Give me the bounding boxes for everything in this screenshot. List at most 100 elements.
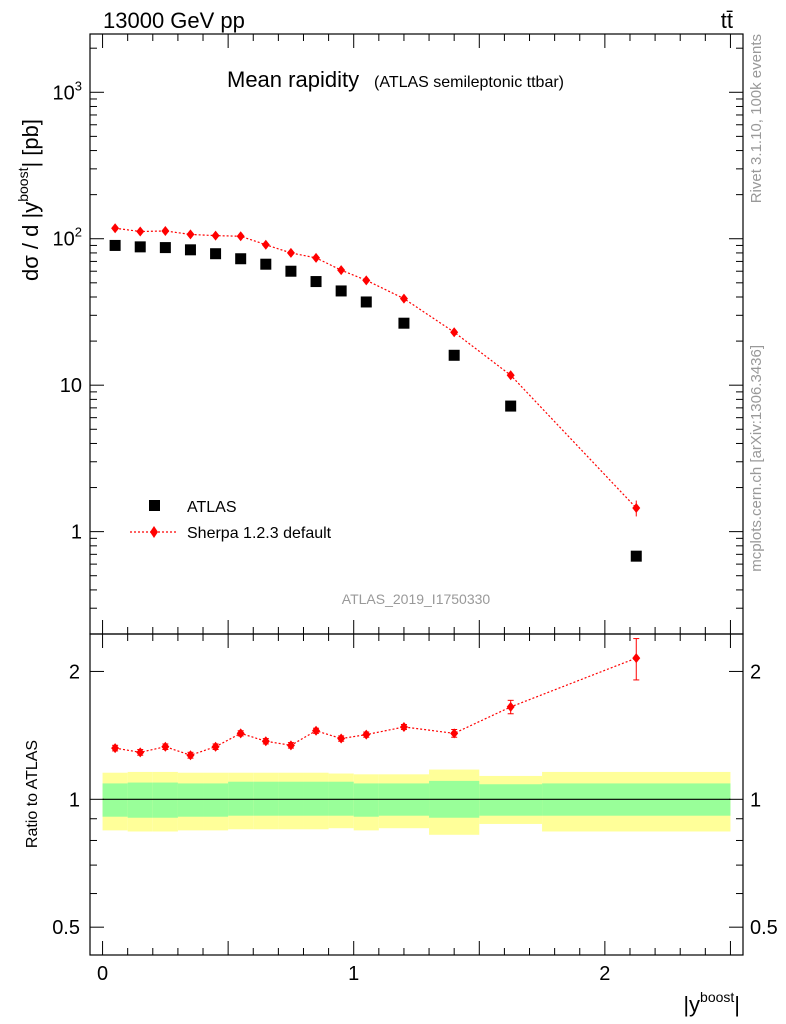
main-y-tick-base: 10 [53,229,75,251]
legend-atlas-marker [149,500,160,511]
ratio-point [261,736,270,747]
x-tick-label: 0 [97,963,108,985]
sherpa-point [136,226,145,237]
main-data-marks [109,223,642,562]
plot-subtitle: (ATLAS semileptonic ttbar) [374,74,564,91]
main-y-label-main: dσ / d |y [18,202,43,281]
x-label-sup: boost [700,989,734,1005]
atlas-point [335,285,347,297]
main-y-tick-exp: 3 [75,78,82,93]
ratio-x-tick-labels: 0 1 2 [97,963,610,985]
atlas-point [109,239,121,251]
main-y-tick-base: 1 [71,522,82,544]
main-y-tick-base: 10 [53,82,75,104]
x-tick-label: 1 [348,963,359,985]
sherpa-point [632,503,641,514]
legend-sherpa-label: Sherpa 1.2.3 default [187,525,332,542]
atlas-point [630,550,642,562]
ratio-point [362,729,371,740]
main-y-tick-base: 10 [60,375,82,397]
sherpa-point [362,275,371,286]
ratio-point [286,740,295,751]
atlas-point [210,248,222,260]
sherpa-point [506,370,515,381]
ratio-point [337,733,346,744]
ratio-marks [111,638,641,761]
collision-label: 13000 GeV pp [103,8,245,33]
sherpa-point [450,327,459,338]
main-y-tick-exp: 2 [75,225,82,240]
ratio-point [186,750,195,761]
sherpa-point [186,229,195,240]
atlas-point [235,253,247,265]
atlas-point [310,276,322,288]
x-axis-label: |yboost| [683,989,740,1017]
ratio-y-tick-label-right: 2 [750,661,761,683]
main-panel: Mean rapidity (ATLAS semileptonic ttbar)… [15,33,744,635]
ratio-point [236,728,245,739]
sherpa-point [312,252,321,263]
ratio-point [399,721,408,732]
main-y-tick-label: 1 [71,522,82,544]
analysis-id-label: ATLAS_2019_I1750330 [342,591,491,607]
ratio-y-tick-labels: 0.5 0.5 1 1 2 2 [52,661,778,939]
main-frame [89,33,744,635]
atlas-point [285,265,297,277]
ratio-point [312,725,321,736]
sherpa-point [337,265,346,276]
plot-title: Mean rapidity [227,67,359,92]
main-y-label-tail: | [pb] [18,119,43,168]
ratio-point [161,741,170,752]
ratio-point [632,653,641,664]
ratio-panel: 0.5 0.5 1 1 2 2 0 1 2 Ratio to ATLAS |yboost| [24,633,778,1017]
atlas-point [134,241,146,253]
atlas-point [505,400,517,412]
uncertainty-band-green [177,783,204,817]
ratio-y-tick-label-right: 1 [750,789,761,811]
main-y-label-sup: boost [15,167,31,201]
sherpa-line [115,227,637,509]
main-ticks [90,34,743,635]
mcplots-label: mcplots.cern.ch [arXiv:1306.3436] [748,345,765,572]
sherpa-point [261,239,270,250]
x-label-main: |y [683,992,700,1017]
ratio-y-tick-label-left: 0.5 [52,917,80,939]
uncertainty-band-green [353,783,379,817]
sherpa-point [211,230,220,241]
main-y-tick-label: 102 [53,225,82,251]
atlas-point [159,242,171,254]
atlas-point [184,244,196,256]
uncertainty-band-green [127,782,153,818]
sherpa-point [286,247,295,258]
ratio-y-axis-label: Ratio to ATLAS [24,740,41,848]
ratio-point [136,747,145,758]
ratio-point [450,728,459,739]
x-label-tail: | [734,992,740,1017]
sherpa-point [161,225,170,236]
ratio-ticks [90,634,743,955]
uncertainty-band-green [152,782,178,818]
ratio-frame [89,633,744,956]
atlas-point [398,317,410,329]
ratio-line [115,657,637,756]
ratio-point [506,701,515,712]
x-tick-label: 2 [599,963,610,985]
process-label: tt̄ [721,8,733,33]
sherpa-point [111,223,120,234]
rivet-version-label: Rivet 3.1.10, 100k events [748,34,765,203]
main-y-axis-label: dσ / d |yboost| [pb] [15,119,43,281]
legend-sherpa-marker [150,526,158,538]
atlas-point [260,258,272,270]
sherpa-point [399,293,408,304]
main-y-tick-label: 103 [53,78,82,104]
main-y-tick-label: 10 [60,375,82,397]
atlas-point [448,349,460,361]
ratio-y-tick-label-right: 0.5 [750,917,778,939]
ratio-point [211,741,220,752]
legend-atlas-label: ATLAS [187,499,237,516]
uncertainty-band-green [203,783,229,817]
atlas-point [360,296,372,308]
uncertainty-band-green [102,783,128,817]
ratio-bands [102,769,731,835]
